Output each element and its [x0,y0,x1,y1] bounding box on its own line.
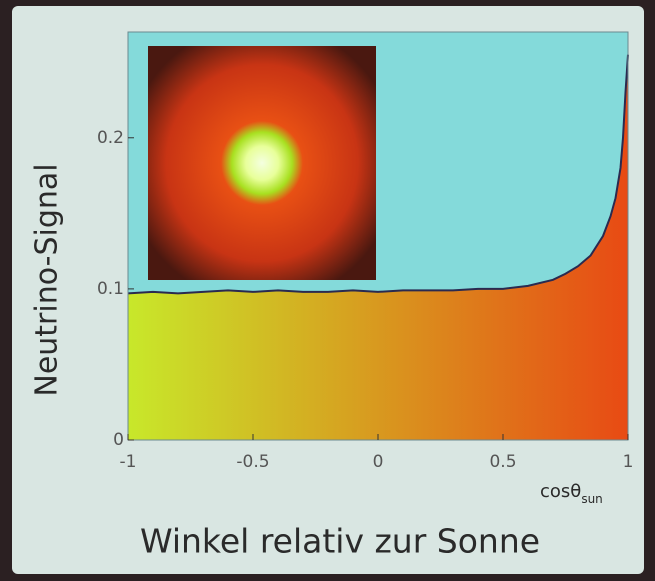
y-tick-label: 0.1 [97,279,124,299]
y-tick-label: 0 [113,430,124,450]
chart-title: Winkel relativ zur Sonne [140,522,540,561]
inset-image [148,46,376,280]
x-tick-label: -0.5 [236,452,269,472]
x-tick-label: 1 [623,452,634,472]
x-axis-label-main: cosθ [540,481,581,502]
x-tick-label: 0.5 [489,452,516,472]
chart: Neutrino-Signal cosθsun Winkel relativ z… [0,0,655,581]
y-tick-label: 0.2 [97,128,124,148]
x-tick-label: -1 [120,452,137,472]
page: Neutrino-Signal cosθsun Winkel relativ z… [0,0,655,581]
x-axis-label-sub: sun [581,492,602,506]
y-axis-label: Neutrino-Signal [30,163,65,396]
x-tick-label: 0 [373,452,384,472]
